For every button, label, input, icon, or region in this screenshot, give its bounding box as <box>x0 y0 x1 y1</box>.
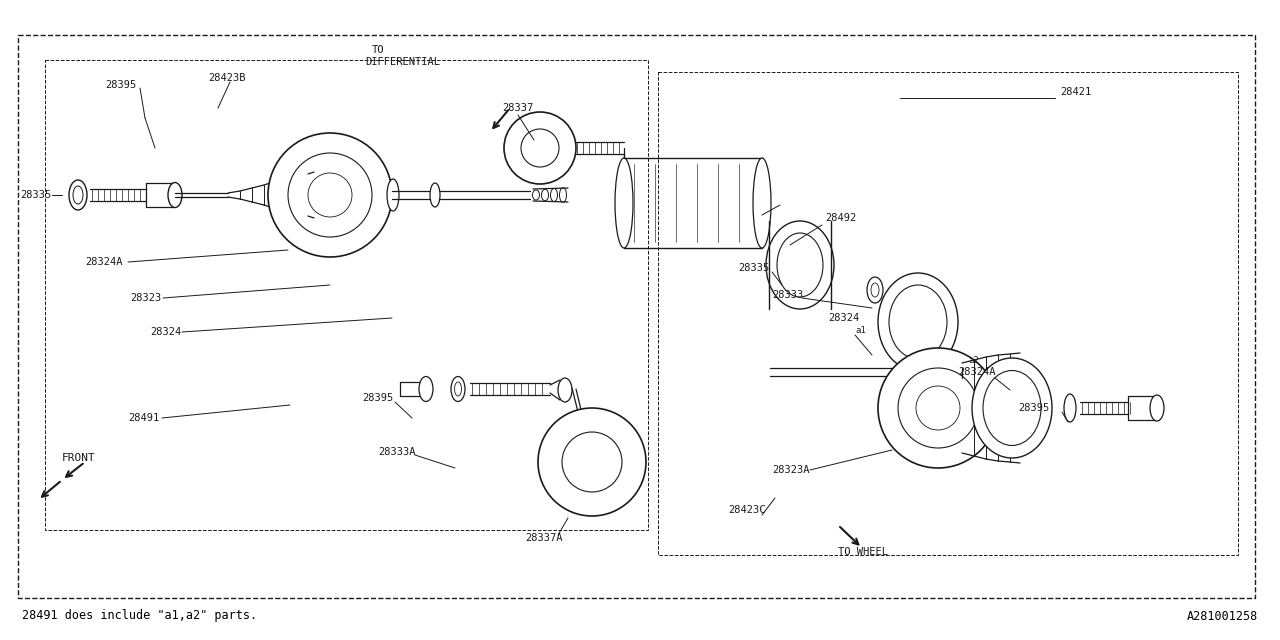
Ellipse shape <box>870 283 879 297</box>
Text: 28335: 28335 <box>20 190 51 200</box>
Ellipse shape <box>878 273 957 371</box>
Ellipse shape <box>454 382 462 396</box>
Text: 28324A: 28324A <box>84 257 123 267</box>
Ellipse shape <box>867 277 883 303</box>
Text: 28324: 28324 <box>150 327 182 337</box>
Ellipse shape <box>777 233 823 297</box>
Ellipse shape <box>558 378 572 402</box>
Circle shape <box>288 153 372 237</box>
Circle shape <box>878 348 998 468</box>
Text: 28324: 28324 <box>828 313 859 323</box>
Ellipse shape <box>1064 394 1076 422</box>
Circle shape <box>504 112 576 184</box>
Ellipse shape <box>451 376 465 401</box>
Text: FRONT: FRONT <box>61 453 96 463</box>
Circle shape <box>562 432 622 492</box>
Text: 28333: 28333 <box>772 290 804 300</box>
Text: 28395: 28395 <box>362 393 393 403</box>
Text: 28333A: 28333A <box>378 447 416 457</box>
Text: 28323: 28323 <box>131 293 161 303</box>
Text: 28423C: 28423C <box>728 505 765 515</box>
Text: 28337A: 28337A <box>525 533 562 543</box>
Circle shape <box>899 368 978 448</box>
Ellipse shape <box>550 189 558 202</box>
Ellipse shape <box>765 221 835 309</box>
Text: 28395: 28395 <box>1018 403 1050 413</box>
Text: 28337: 28337 <box>502 103 534 113</box>
Polygon shape <box>18 35 1254 598</box>
Ellipse shape <box>430 183 440 207</box>
Text: 28421: 28421 <box>1060 87 1092 97</box>
Ellipse shape <box>168 182 182 207</box>
Ellipse shape <box>387 179 399 211</box>
Text: 28324A: 28324A <box>957 367 996 377</box>
Text: 28491 does include "a1,a2" parts.: 28491 does include "a1,a2" parts. <box>22 609 257 623</box>
Text: 28492: 28492 <box>826 213 856 223</box>
Ellipse shape <box>753 158 771 248</box>
Ellipse shape <box>890 285 947 359</box>
Ellipse shape <box>532 190 539 200</box>
Text: 28395: 28395 <box>105 80 136 90</box>
Text: a1: a1 <box>855 326 865 335</box>
Ellipse shape <box>541 189 549 201</box>
Text: DIFFERENTIAL: DIFFERENTIAL <box>365 57 440 67</box>
Text: 28323A: 28323A <box>772 465 809 475</box>
Circle shape <box>538 408 646 516</box>
Circle shape <box>916 386 960 430</box>
Ellipse shape <box>73 186 83 204</box>
Ellipse shape <box>559 188 567 202</box>
Text: A281001258: A281001258 <box>1187 609 1258 623</box>
Text: 28491: 28491 <box>128 413 159 423</box>
Circle shape <box>268 133 392 257</box>
Ellipse shape <box>1149 395 1164 421</box>
Text: 28423B: 28423B <box>209 73 246 83</box>
Ellipse shape <box>614 158 634 248</box>
Ellipse shape <box>419 376 433 401</box>
Ellipse shape <box>983 371 1041 445</box>
Text: TO WHEEL: TO WHEEL <box>838 547 888 557</box>
Text: a2: a2 <box>968 355 979 365</box>
Text: 28335: 28335 <box>739 263 769 273</box>
Ellipse shape <box>69 180 87 210</box>
Circle shape <box>308 173 352 217</box>
Text: TO: TO <box>372 45 384 55</box>
Ellipse shape <box>972 358 1052 458</box>
Circle shape <box>521 129 559 167</box>
